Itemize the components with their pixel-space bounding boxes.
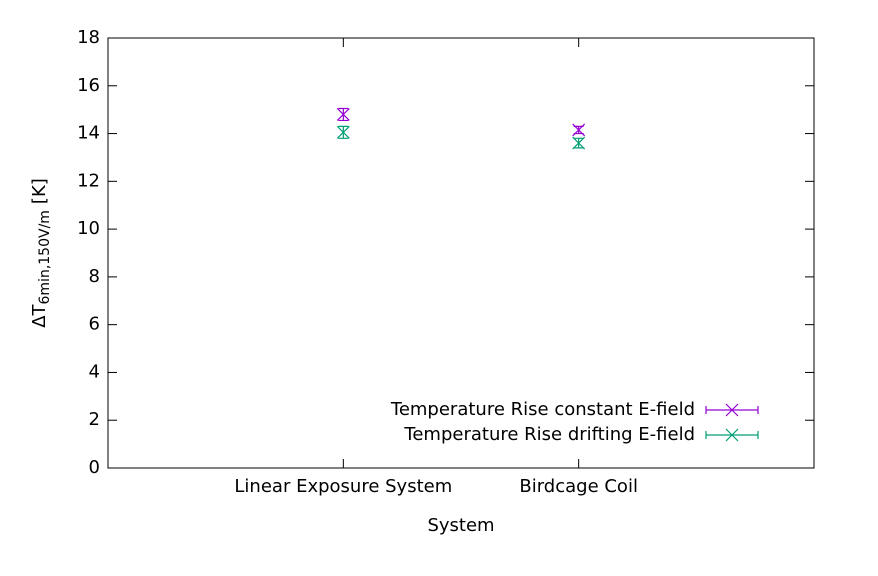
x-tick-label: Linear Exposure System: [234, 476, 452, 497]
y-tick-label: 8: [89, 266, 100, 287]
x-tick-label: Birdcage Coil: [519, 476, 638, 497]
point-marker: [336, 125, 350, 139]
y-tick-label: 16: [77, 75, 100, 96]
plot-frame: [107, 37, 815, 469]
x-axis-label: System: [427, 515, 494, 536]
y-tick-label: 2: [89, 409, 100, 430]
y-tick-label: 10: [77, 218, 100, 239]
point-marker: [725, 403, 739, 417]
y-axis-label: ΔT6min,150V/m [K]: [29, 178, 53, 328]
y-tick-label: 6: [89, 314, 100, 335]
point-marker: [572, 136, 586, 150]
point-marker: [725, 428, 739, 442]
point-marker: [572, 123, 586, 137]
y-tick-label: 4: [89, 361, 100, 382]
y-label-unit: [K]: [29, 178, 50, 204]
y-tick-label: 0: [89, 457, 100, 478]
legend-label: Temperature Rise constant E-field: [390, 399, 695, 420]
y-tick-label: 12: [77, 170, 100, 191]
y-tick-label: 14: [77, 123, 100, 144]
y-label-main: ΔT: [29, 303, 50, 327]
y-label-subscript: 6min,150V/m: [37, 210, 53, 304]
point-marker: [336, 108, 350, 121]
legend-label: Temperature Rise drifting E-field: [403, 424, 695, 445]
y-tick-label: 18: [77, 27, 100, 48]
